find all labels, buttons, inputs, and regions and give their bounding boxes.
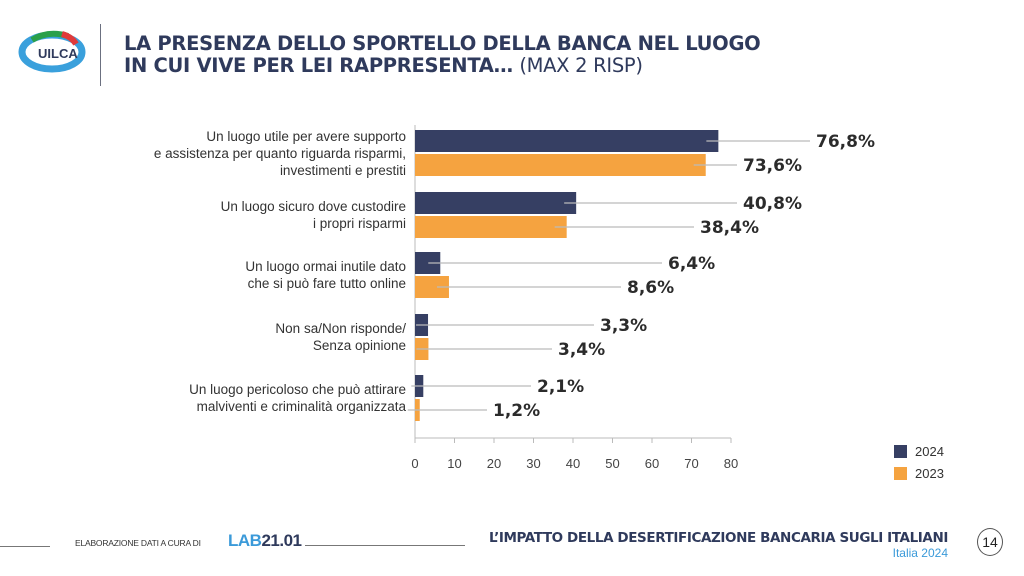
legend-swatch	[894, 467, 907, 480]
svg-text:UILCA: UILCA	[38, 46, 78, 61]
category-label-line: Un luogo ormai inutile dato	[245, 259, 406, 274]
page-number: 14	[977, 528, 1003, 556]
page-title: LA PRESENZA DELLO SPORTELLO DELLA BANCA …	[124, 32, 761, 77]
legend-swatch	[894, 445, 907, 458]
x-tick-label: 40	[566, 456, 580, 471]
legend-item-2023: 2023	[894, 466, 944, 481]
lab-logo: LAB21.01	[228, 531, 302, 550]
x-tick-label: 60	[645, 456, 659, 471]
bar-2023	[415, 154, 706, 176]
x-tick-label: 70	[684, 456, 698, 471]
data-label: 40,8%	[743, 194, 802, 214]
x-tick-label: 30	[526, 456, 540, 471]
data-label: 8,6%	[627, 278, 674, 298]
title-note: (MAX 2 RISP)	[519, 54, 643, 77]
footer-line-left	[0, 546, 50, 547]
data-label: 76,8%	[816, 132, 875, 152]
title-line-1: LA PRESENZA DELLO SPORTELLO DELLA BANCA …	[124, 32, 761, 55]
bar-2023	[415, 276, 449, 298]
category-label: Non sa/Non risponde/Senza opinione	[275, 320, 406, 354]
footer-credit: ELABORAZIONE DATI A CURA DI	[75, 538, 201, 548]
data-label: 2,1%	[537, 377, 584, 397]
category-label-line: i propri risparmi	[312, 216, 406, 231]
category-label: Un luogo ormai inutile dato che si può fa…	[245, 258, 406, 292]
category-label: Un luogo utile per avere supporto e assis…	[154, 128, 406, 179]
x-tick-label: 50	[605, 456, 619, 471]
data-label: 3,4%	[558, 340, 605, 360]
x-tick-label: 80	[724, 456, 738, 471]
footer-title: L’IMPATTO DELLA DESERTIFICAZIONE BANCARI…	[489, 530, 948, 546]
x-tick-label: 0	[411, 456, 418, 471]
category-label-line: Un luogo pericoloso che può attirare	[189, 382, 406, 397]
data-label: 73,6%	[743, 156, 802, 176]
category-label-line: che si può fare tutto online	[247, 276, 406, 291]
bar-2024	[415, 192, 577, 214]
category-label-line: malviventi e criminalità organizzata	[196, 399, 406, 414]
header-divider	[100, 24, 101, 86]
category-label-line: Non sa/Non risponde/	[275, 321, 406, 336]
x-tick-label: 10	[447, 456, 461, 471]
category-label-line: Un luogo utile per avere supporto	[206, 128, 406, 144]
title-line-2: IN CUI VIVE PER LEI RAPPRESENTA…	[124, 54, 513, 77]
bar-2024	[415, 252, 441, 274]
category-label-line: Senza opinione	[312, 338, 406, 353]
uilca-logo: UILCA	[18, 30, 86, 73]
legend-label: 2024	[915, 444, 944, 459]
category-label: Un luogo sicuro dove custodire i propri r…	[221, 198, 406, 232]
bar-2024	[415, 130, 719, 152]
legend-item-2024: 2024	[894, 444, 944, 459]
data-label: 6,4%	[668, 254, 715, 274]
data-label: 3,3%	[600, 316, 647, 336]
legend-label: 2023	[915, 466, 944, 481]
category-label-line: e assistenza per quanto riguarda risparm…	[153, 145, 406, 161]
x-tick-label: 20	[487, 456, 501, 471]
bar-2023	[415, 216, 567, 238]
category-label: Un luogo pericoloso che può attirare malv…	[189, 381, 406, 415]
footer-subtitle: Italia 2024	[892, 546, 948, 560]
data-label: 1,2%	[493, 401, 540, 421]
footer-line-mid	[305, 545, 465, 546]
data-label: 38,4%	[700, 218, 759, 238]
category-label-line: investimenti e prestiti	[279, 162, 406, 178]
category-label-line: Un luogo sicuro dove custodire	[220, 199, 406, 214]
